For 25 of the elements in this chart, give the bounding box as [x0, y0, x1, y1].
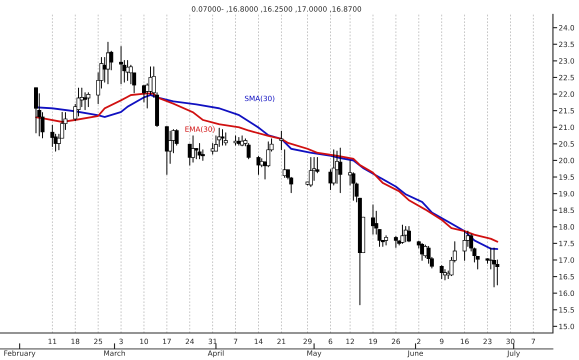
candlestick [240, 135, 244, 146]
candlestick [394, 236, 398, 248]
candlestick [86, 92, 90, 108]
candlestick [34, 87, 38, 134]
candlestick [119, 46, 124, 84]
candlestick [338, 148, 342, 194]
candlestick [462, 230, 467, 261]
candlestick [404, 226, 408, 242]
candlestick [224, 132, 228, 146]
candlestick [492, 248, 496, 288]
candlestick [210, 143, 215, 155]
candlestick [256, 156, 260, 175]
candlestick [420, 242, 424, 261]
candlestick [384, 235, 388, 246]
candlestick [406, 226, 411, 242]
candlestick [279, 130, 284, 150]
candlestick [191, 135, 196, 163]
candlestick [371, 204, 375, 235]
candlestick [198, 143, 202, 160]
candlestick [440, 265, 444, 280]
candlestick [308, 156, 313, 188]
candlestick [220, 129, 224, 146]
candlestick [442, 269, 447, 280]
candlestick [106, 42, 110, 84]
candlestick [400, 224, 404, 244]
